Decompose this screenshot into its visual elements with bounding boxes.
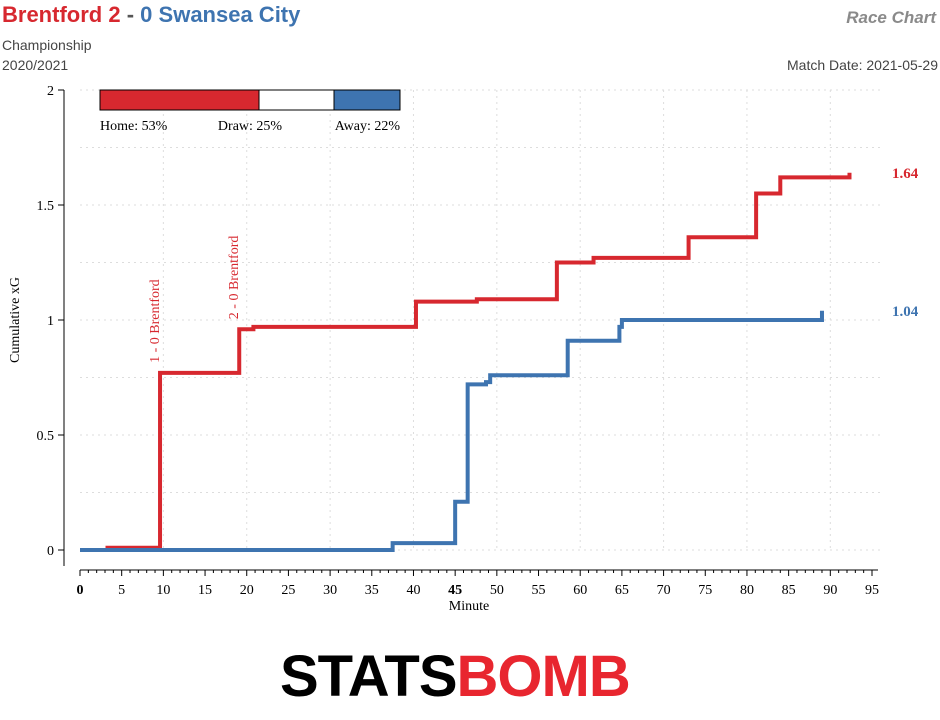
series-end-label: 1.04	[892, 304, 919, 320]
away-team-name: Swansea City	[158, 2, 301, 27]
x-tick-label: 25	[281, 583, 295, 598]
match-title: Brentford 2 - 0 Swansea City	[2, 2, 300, 28]
x-tick-label: 65	[615, 583, 629, 598]
away-probability-segment	[333, 89, 401, 111]
away-score: 0	[140, 2, 153, 27]
series-line-home	[80, 172, 852, 552]
x-tick-label: 55	[532, 583, 546, 598]
y-tick-label: 2	[47, 84, 54, 99]
x-tick-label: 10	[156, 583, 170, 598]
chart-annotations: 1 - 0 Brentford 2 - 0 Brentford	[148, 236, 242, 363]
x-tick-label: 45	[448, 583, 462, 598]
goal-annotation: 2 - 0 Brentford	[227, 236, 242, 320]
x-tick-label: 40	[406, 583, 420, 598]
chart-axes: 00.511.520 5 10 15 20 25 30 35 40 45 50 55 60 65 70 75 8…	[37, 84, 880, 598]
series-end-label: 1.64	[892, 166, 919, 182]
x-axis-label: Minute	[449, 599, 489, 614]
x-tick-label: 75	[698, 583, 712, 598]
competition-name: Championship	[2, 37, 92, 53]
draw-probability-label: Draw: 25%	[218, 119, 282, 134]
x-tick-label: 15	[198, 583, 212, 598]
x-tick-label: 50	[490, 583, 504, 598]
logo-part-bomb: BOMB	[456, 644, 631, 709]
match-date: Match Date: 2021-05-29	[787, 57, 938, 73]
x-tick-label: 0	[77, 583, 84, 598]
home-team-name: Brentford	[2, 2, 103, 27]
y-tick-label: 0.5	[37, 429, 55, 444]
draw-probability-segment	[258, 89, 335, 111]
home-score: 2	[108, 2, 121, 27]
x-tick-label: 5	[118, 583, 125, 598]
chart-series: 1.64 1.04	[80, 166, 919, 552]
y-tick-label: 1	[47, 314, 54, 329]
score-separator: -	[120, 2, 141, 27]
season: 2020/2021	[2, 57, 69, 73]
away-probability-label: Away: 22%	[335, 119, 401, 134]
win-probability-bar: Home: 53% Draw: 25% Away: 22%	[99, 89, 401, 134]
race-chart: 00.511.520 5 10 15 20 25 30 35 40 45 50 55 60 65 70 75 8…	[8, 84, 919, 614]
logo-part-stats: STATS	[280, 644, 458, 709]
statsbomb-logo: STATSBOMB	[280, 648, 631, 706]
series-line-away	[80, 310, 824, 552]
y-tick-label: 1.5	[37, 199, 55, 214]
y-axis-label: Cumulative xG	[8, 277, 23, 363]
home-probability-segment	[99, 89, 260, 111]
home-probability-label: Home: 53%	[100, 119, 168, 134]
goal-annotation: 1 - 0 Brentford	[148, 279, 163, 363]
x-tick-label: 20	[240, 583, 254, 598]
x-tick-label: 60	[573, 583, 587, 598]
chart-name: Race Chart	[846, 8, 936, 27]
x-tick-label: 90	[823, 583, 837, 598]
y-tick-label: 0	[47, 544, 54, 559]
x-tick-label: 85	[782, 583, 796, 598]
x-tick-label: 35	[365, 583, 379, 598]
x-tick-label: 30	[323, 583, 337, 598]
x-tick-label: 80	[740, 583, 754, 598]
x-tick-label: 95	[865, 583, 879, 598]
x-tick-label: 70	[657, 583, 671, 598]
